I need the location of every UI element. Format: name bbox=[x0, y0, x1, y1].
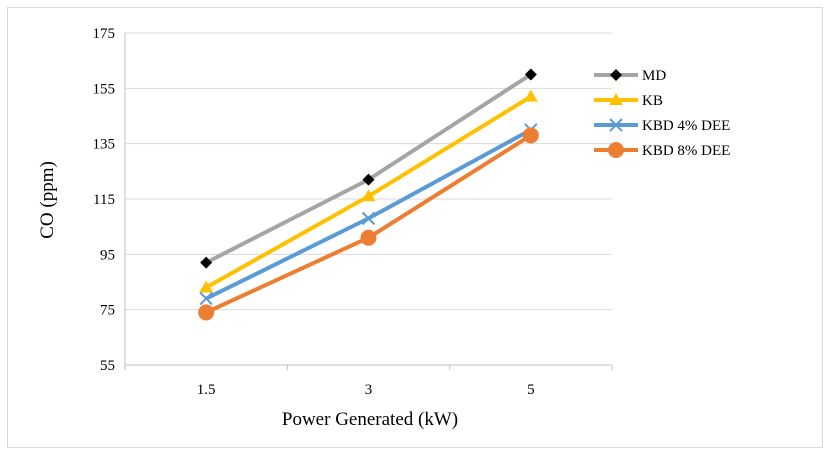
data-point bbox=[362, 173, 375, 186]
data-point bbox=[199, 291, 213, 306]
series-kbd-4-dee bbox=[199, 123, 538, 306]
y-tick-label: 55 bbox=[100, 358, 115, 374]
x-tick-label: 5 bbox=[527, 382, 535, 398]
y-tick-label: 135 bbox=[93, 137, 116, 153]
x-axis-title: Power Generated (kW) bbox=[282, 409, 458, 430]
series-line bbox=[205, 133, 532, 315]
x-marker-stroke bbox=[199, 291, 213, 306]
x-tick-label: 3 bbox=[365, 382, 373, 398]
y-tick-label: 155 bbox=[93, 81, 116, 97]
legend: MD KB KBD 4% DEE KBD 8% DEE bbox=[594, 68, 730, 159]
data-point bbox=[361, 189, 376, 202]
series-line bbox=[205, 128, 532, 301]
chart-frame bbox=[7, 7, 823, 448]
legend-marker bbox=[608, 142, 624, 158]
data-point bbox=[361, 211, 376, 226]
y-tick-label: 175 bbox=[93, 26, 116, 42]
legend-entry: MD bbox=[594, 68, 666, 84]
series-kbd-8-dee bbox=[198, 127, 539, 321]
axes: 55 75 95 115 135 155 175 1.5 3 5 bbox=[93, 26, 613, 398]
legend-label: KBD 8% DEE bbox=[642, 143, 730, 159]
legend-label: MD bbox=[642, 68, 666, 84]
x-marker-stroke bbox=[361, 211, 376, 226]
data-point bbox=[360, 229, 377, 246]
legend-marker bbox=[609, 93, 623, 105]
data-point bbox=[524, 68, 537, 81]
y-tick-label: 75 bbox=[100, 303, 115, 319]
x-marker-stroke bbox=[609, 118, 623, 132]
series-md bbox=[200, 68, 537, 269]
data-point bbox=[523, 89, 538, 102]
legend-marker bbox=[610, 69, 622, 81]
series-kb bbox=[199, 89, 538, 293]
legend-entry: KBD 4% DEE bbox=[594, 118, 730, 134]
legend-label: KBD 4% DEE bbox=[642, 118, 730, 134]
data-point bbox=[198, 304, 215, 321]
legend-marker bbox=[609, 118, 623, 132]
series-lines bbox=[198, 68, 539, 321]
y-axis-title: CO (ppm) bbox=[37, 161, 58, 239]
data-point bbox=[200, 256, 213, 269]
legend-label: KB bbox=[642, 93, 663, 109]
y-tick-label: 95 bbox=[100, 247, 115, 263]
data-point bbox=[522, 127, 539, 144]
legend-entry: KB bbox=[594, 93, 663, 109]
data-point bbox=[199, 280, 214, 293]
legend-entry: KBD 8% DEE bbox=[594, 142, 730, 159]
gridlines bbox=[125, 32, 612, 311]
x-tick-label: 1.5 bbox=[197, 382, 216, 398]
y-tick-label: 115 bbox=[93, 192, 115, 208]
